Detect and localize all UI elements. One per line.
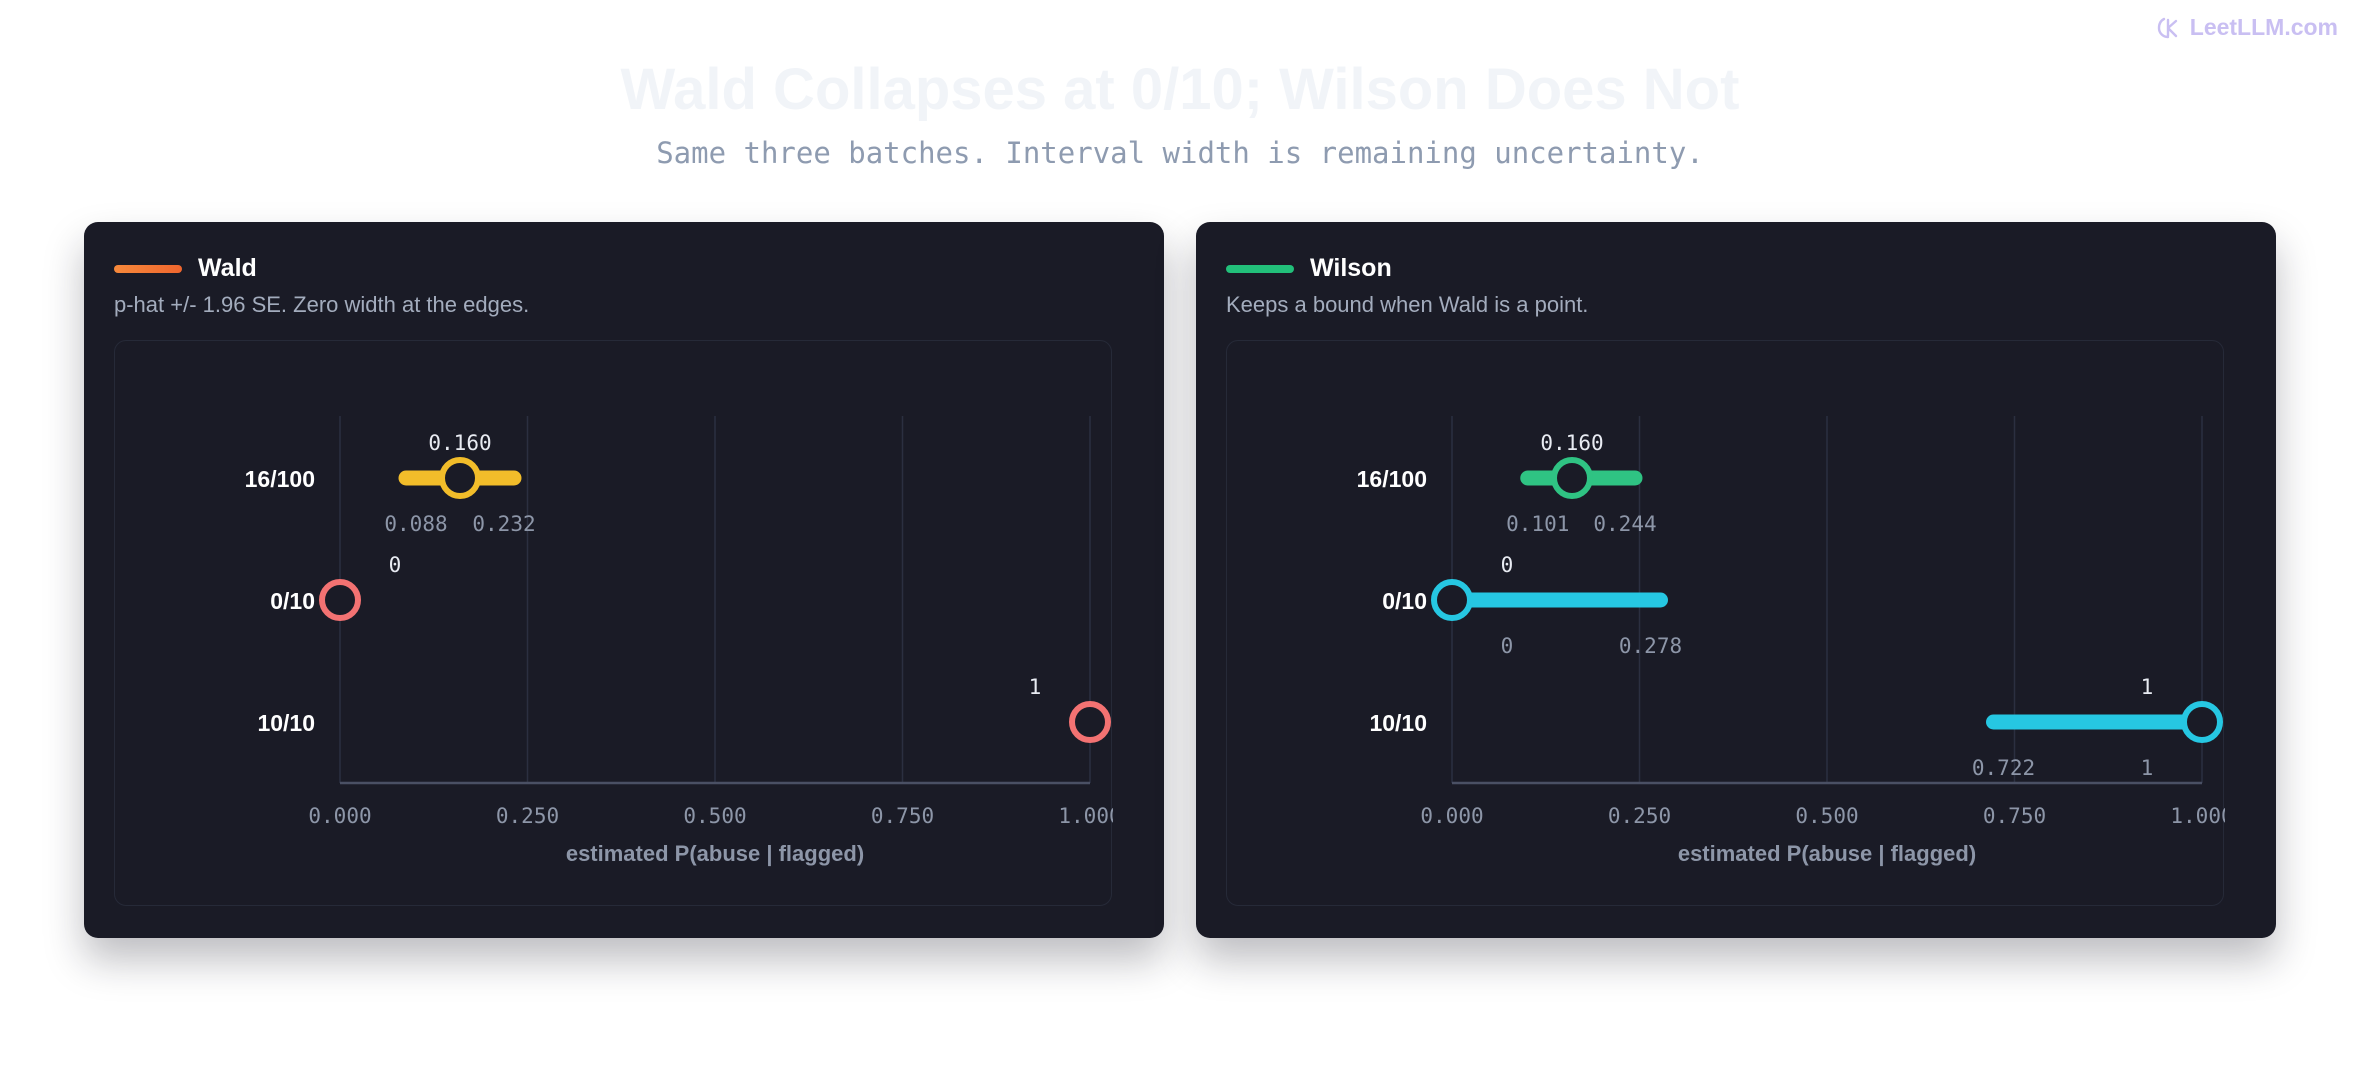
point-estimate-marker	[1069, 701, 1111, 743]
wald-panel-title: Wald	[198, 254, 257, 282]
x-tick-label: 1.000	[2170, 804, 2225, 828]
row-label: 16/100	[1357, 466, 1427, 492]
row-label: 10/10	[257, 710, 315, 736]
wald-panel-header: Wald	[114, 254, 257, 283]
lower-bound-label: 0.088	[384, 512, 447, 536]
wilson-panel-title: Wilson	[1310, 254, 1392, 282]
row-label: 16/100	[245, 466, 315, 492]
point-estimate-marker	[1551, 457, 1593, 499]
estimate-label: 1	[2141, 675, 2154, 699]
lower-bound-label: 0	[1501, 634, 1514, 658]
estimate-label: 0.160	[1540, 431, 1603, 455]
upper-bound-label: 1	[2141, 756, 2154, 780]
x-tick-label: 0.750	[1983, 804, 2046, 828]
wald-swatch	[114, 264, 182, 273]
page-subtitle: Same three batches. Interval width is re…	[656, 136, 1704, 170]
x-tick-label: 1.000	[1058, 804, 1113, 828]
wald-panel: Wald p-hat +/- 1.96 SE. Zero width at th…	[84, 222, 1164, 938]
point-estimate-marker	[439, 457, 481, 499]
row-label: 10/10	[1369, 710, 1427, 736]
x-tick-label: 0.250	[496, 804, 559, 828]
estimate-label: 0	[1501, 553, 1514, 577]
upper-bound-label: 0.232	[472, 512, 535, 536]
x-tick-label: 0.000	[1420, 804, 1483, 828]
point-estimate-marker	[1431, 579, 1473, 621]
x-tick-label: 0.500	[683, 804, 746, 828]
estimate-label: 0	[389, 553, 402, 577]
wilson-plot-area: 0.000 0.250 0.500 0.750 1.000 estimated P(abu…	[1226, 340, 2225, 906]
x-tick-label: 0.750	[871, 804, 934, 828]
row-label: 0/10	[270, 588, 315, 614]
wilson-panel-header: Wilson	[1226, 254, 1392, 283]
lower-bound-label: 0.722	[1972, 756, 2035, 780]
row-label: 0/10	[1382, 588, 1427, 614]
x-tick-label: 0.500	[1795, 804, 1858, 828]
x-axis-label: estimated P(abuse | flagged)	[1678, 841, 1976, 866]
wald-chart: 0.000 0.250 0.500 0.750 1.000 estimated P(abu…	[245, 416, 1113, 866]
brand-icon	[2157, 17, 2177, 38]
wilson-panel-description: Keeps a bound when Wald is a point.	[1226, 292, 1589, 317]
x-tick-label: 0.250	[1608, 804, 1671, 828]
wald-panel-description: p-hat +/- 1.96 SE. Zero width at the edg…	[114, 292, 530, 317]
wilson-panel: Wilson Keeps a bound when Wald is a poin…	[1196, 222, 2276, 938]
x-tick-label: 0.000	[308, 804, 371, 828]
point-estimate-marker	[319, 579, 361, 621]
wald-plot-area: 0.000 0.250 0.500 0.750 1.000 estimated P(abu…	[114, 340, 1113, 906]
point-estimate-marker	[2181, 701, 2223, 743]
x-axis-label: estimated P(abuse | flagged)	[566, 841, 864, 866]
watermark-text: LeetLLM.com	[2189, 14, 2338, 40]
page-title: Wald Collapses at 0/10; Wilson Does Not	[620, 57, 1740, 122]
upper-bound-label: 0.278	[1619, 634, 1682, 658]
wilson-swatch	[1226, 264, 1294, 273]
estimate-label: 0.160	[428, 431, 491, 455]
lower-bound-label: 0.101	[1506, 512, 1569, 536]
estimate-label: 1	[1029, 675, 1042, 699]
upper-bound-label: 0.244	[1593, 512, 1656, 536]
wilson-chart: 0.000 0.250 0.500 0.750 1.000 estimated P(abu…	[1357, 416, 2225, 866]
watermark: LeetLLM.com	[2156, 14, 2338, 41]
